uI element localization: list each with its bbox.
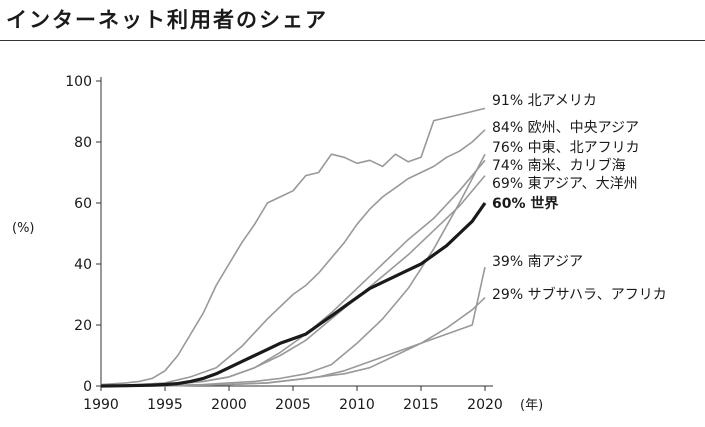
series-end-label: 74% 南米、カリブ海: [492, 157, 626, 174]
series-end-label: 84% 欧州、中央アジア: [492, 120, 639, 136]
y-tick-label: 20: [74, 318, 92, 334]
series-line-南アジア: [101, 266, 486, 387]
y-axis-label: (%): [12, 221, 35, 236]
page-title: インターネット利用者のシェア: [6, 8, 328, 32]
x-tick-label: 1995: [147, 397, 183, 413]
y-tick-label: 0: [83, 379, 92, 395]
x-tick-label: 2010: [339, 397, 375, 413]
series-line-中東、北アフリカ: [100, 153, 486, 387]
series-line-欧州、中央アジア: [100, 129, 486, 387]
series-end-label: 76% 中東、北アフリカ: [492, 140, 640, 156]
series-end-label: 91% 北アメリカ: [492, 93, 597, 109]
y-tick-label: 80: [74, 135, 92, 151]
series-line-東アジア、大洋州: [100, 175, 486, 387]
chart-axes: 0 20 40 60 80 100 1990 1995 2000 2005 2010 2015 2020…: [12, 74, 543, 413]
x-tick-label: 1990: [83, 397, 119, 413]
x-tick-label: 2000: [211, 397, 247, 413]
y-tick-label: 40: [74, 257, 92, 273]
x-tick-label: 2005: [275, 397, 311, 413]
series-line-世界: [100, 202, 487, 388]
x-axis-label: (年): [520, 398, 543, 413]
series-end-label: 60% 世界: [492, 195, 559, 212]
y-tick-label: 100: [65, 74, 92, 90]
y-tick-label: 60: [74, 196, 92, 212]
series-end-label: 29% サブサハラ、アフリカ: [492, 286, 667, 303]
series-line-南米、カリブ海: [100, 159, 486, 387]
chart-lines: [100, 107, 487, 388]
series-line-北アメリカ: [100, 107, 486, 386]
x-tick-label: 2015: [403, 397, 439, 413]
x-tick-label: 2020: [467, 397, 503, 413]
title-divider: [0, 40, 705, 41]
series-line-サブサハラ、アフリカ: [100, 297, 486, 387]
series-end-label: 69% 東アジア、大洋州: [492, 176, 638, 192]
series-end-label: 39% 南アジア: [492, 254, 583, 270]
